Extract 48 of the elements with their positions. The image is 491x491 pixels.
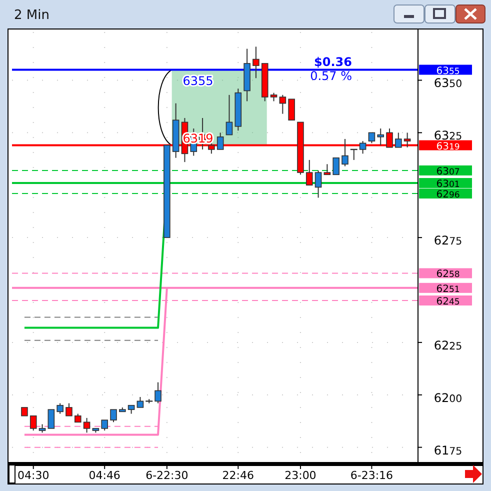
x-tick-label: 22:46 xyxy=(222,469,254,482)
candlestick xyxy=(136,396,144,408)
candlestick xyxy=(314,170,322,198)
y-tick-label: 6350 xyxy=(434,76,462,90)
candlestick xyxy=(368,132,376,144)
y-tick-label: 6200 xyxy=(434,390,462,405)
candlestick xyxy=(101,420,108,432)
y-tick-label: 6275 xyxy=(434,234,462,248)
chart-title: 2 Min xyxy=(14,8,50,23)
y-tick-label: 6225 xyxy=(434,338,462,352)
ref-line-label: 6307 xyxy=(436,166,460,178)
candlestick xyxy=(252,46,260,79)
candlestick xyxy=(377,128,384,146)
ref-line-label: 6245 xyxy=(436,296,460,308)
candlestick xyxy=(288,98,295,120)
candlestick xyxy=(216,132,224,150)
candlestick xyxy=(56,402,64,414)
text: 6355 xyxy=(436,66,460,77)
ref-line-label: 6301 xyxy=(436,179,460,190)
text: 6319 xyxy=(436,141,460,152)
x-tick-label: 23:00 xyxy=(284,469,316,482)
candlestick xyxy=(154,382,162,404)
y-tick-label: 6325 xyxy=(434,128,462,143)
ref-line-label: 6355 xyxy=(182,74,214,88)
ref-line-label: 6251 xyxy=(436,284,460,295)
candlestick xyxy=(395,132,402,148)
x-tick-label: 04:30 xyxy=(18,469,50,482)
candlestick xyxy=(279,94,286,114)
annotation: $0.36 xyxy=(314,54,352,69)
ref-line-label: 6319 xyxy=(182,131,214,146)
ref-line-label: 6296 xyxy=(436,190,460,201)
y-tick-label: 6175 xyxy=(434,443,462,458)
candlestick xyxy=(324,164,331,176)
x-tick-label: 6-23:16 xyxy=(350,469,394,482)
annotation: 0.57 % xyxy=(310,68,352,83)
x-tick-label: 6-22:30 xyxy=(146,469,188,482)
x-tick-label: 04:46 xyxy=(88,469,120,482)
candlestick xyxy=(66,402,72,416)
candlestick xyxy=(48,409,55,429)
candlestick xyxy=(83,417,90,434)
candlestick xyxy=(342,138,348,167)
candlestick xyxy=(30,415,37,432)
ref-line-label: 6258 xyxy=(436,269,460,280)
candlestick xyxy=(110,409,117,423)
candlestick xyxy=(306,159,313,186)
candlestick xyxy=(359,140,366,154)
candlestick xyxy=(226,94,233,136)
candlestick xyxy=(332,157,340,176)
